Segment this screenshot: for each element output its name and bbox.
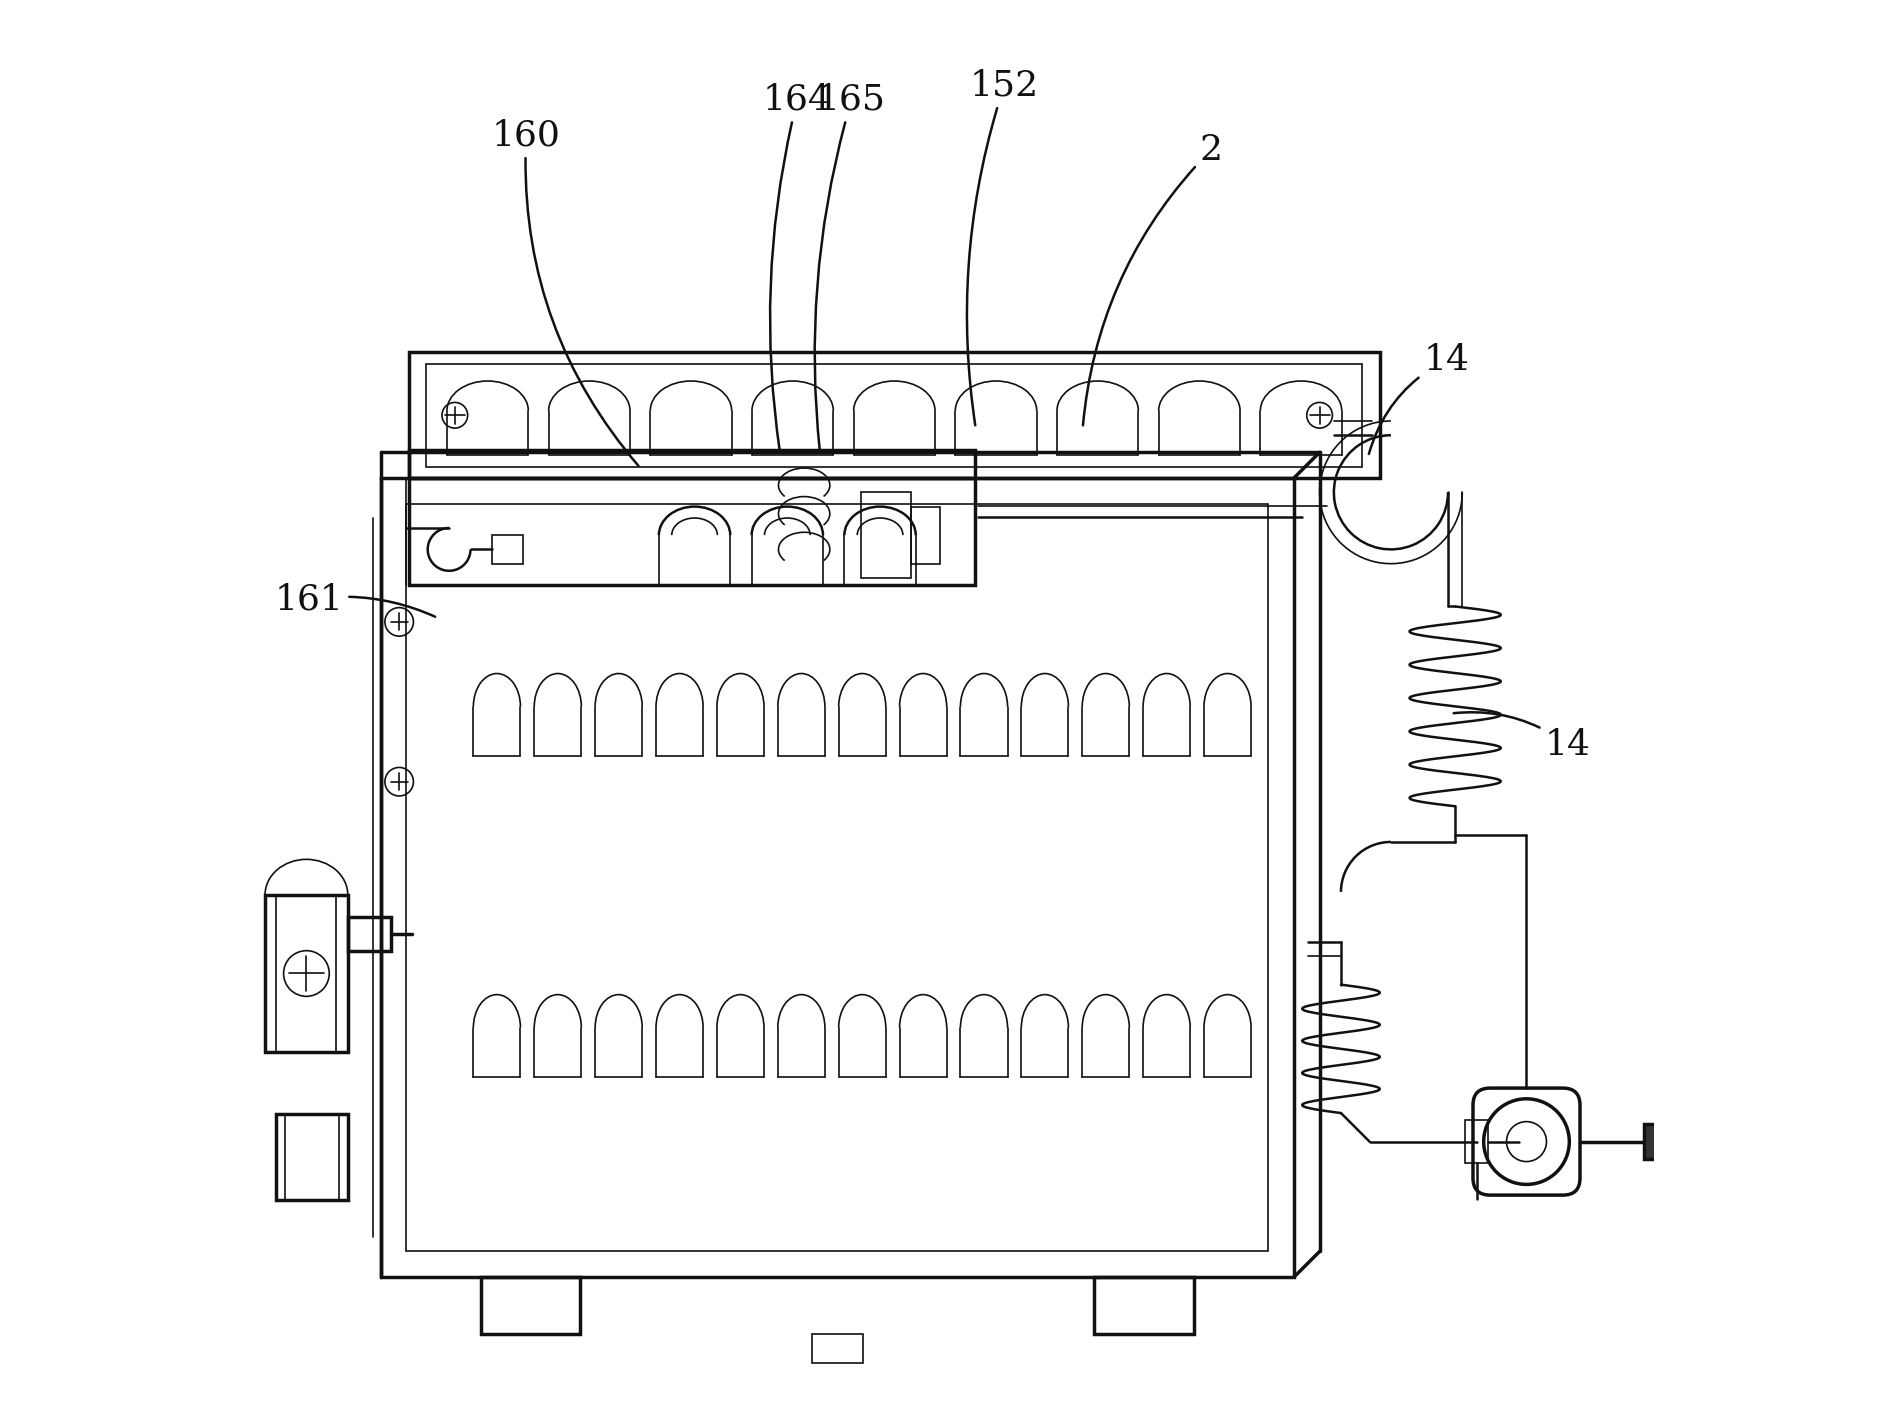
Bar [427, 364, 1363, 467]
Bar [276, 1114, 348, 1200]
Bar [1094, 1277, 1194, 1334]
Text: 14: 14 [1453, 712, 1590, 762]
Bar [481, 1277, 581, 1334]
Bar [348, 918, 391, 952]
Text: 152: 152 [966, 68, 1040, 425]
Text: 160: 160 [493, 118, 639, 467]
Text: 165: 165 [814, 83, 885, 451]
Bar [861, 492, 912, 578]
Text: 161: 161 [274, 582, 434, 616]
Bar [380, 478, 1293, 1277]
Bar [265, 895, 348, 1052]
Bar [410, 450, 976, 585]
Bar [493, 535, 523, 564]
Bar [406, 504, 1269, 1251]
Bar [410, 352, 1380, 478]
Bar [812, 1334, 863, 1363]
Text: 2: 2 [1083, 133, 1222, 425]
Bar [1645, 1124, 1675, 1159]
Bar [1465, 1120, 1487, 1163]
Bar [912, 507, 940, 564]
Text: 164: 164 [763, 83, 831, 451]
Text: 14: 14 [1369, 342, 1470, 454]
